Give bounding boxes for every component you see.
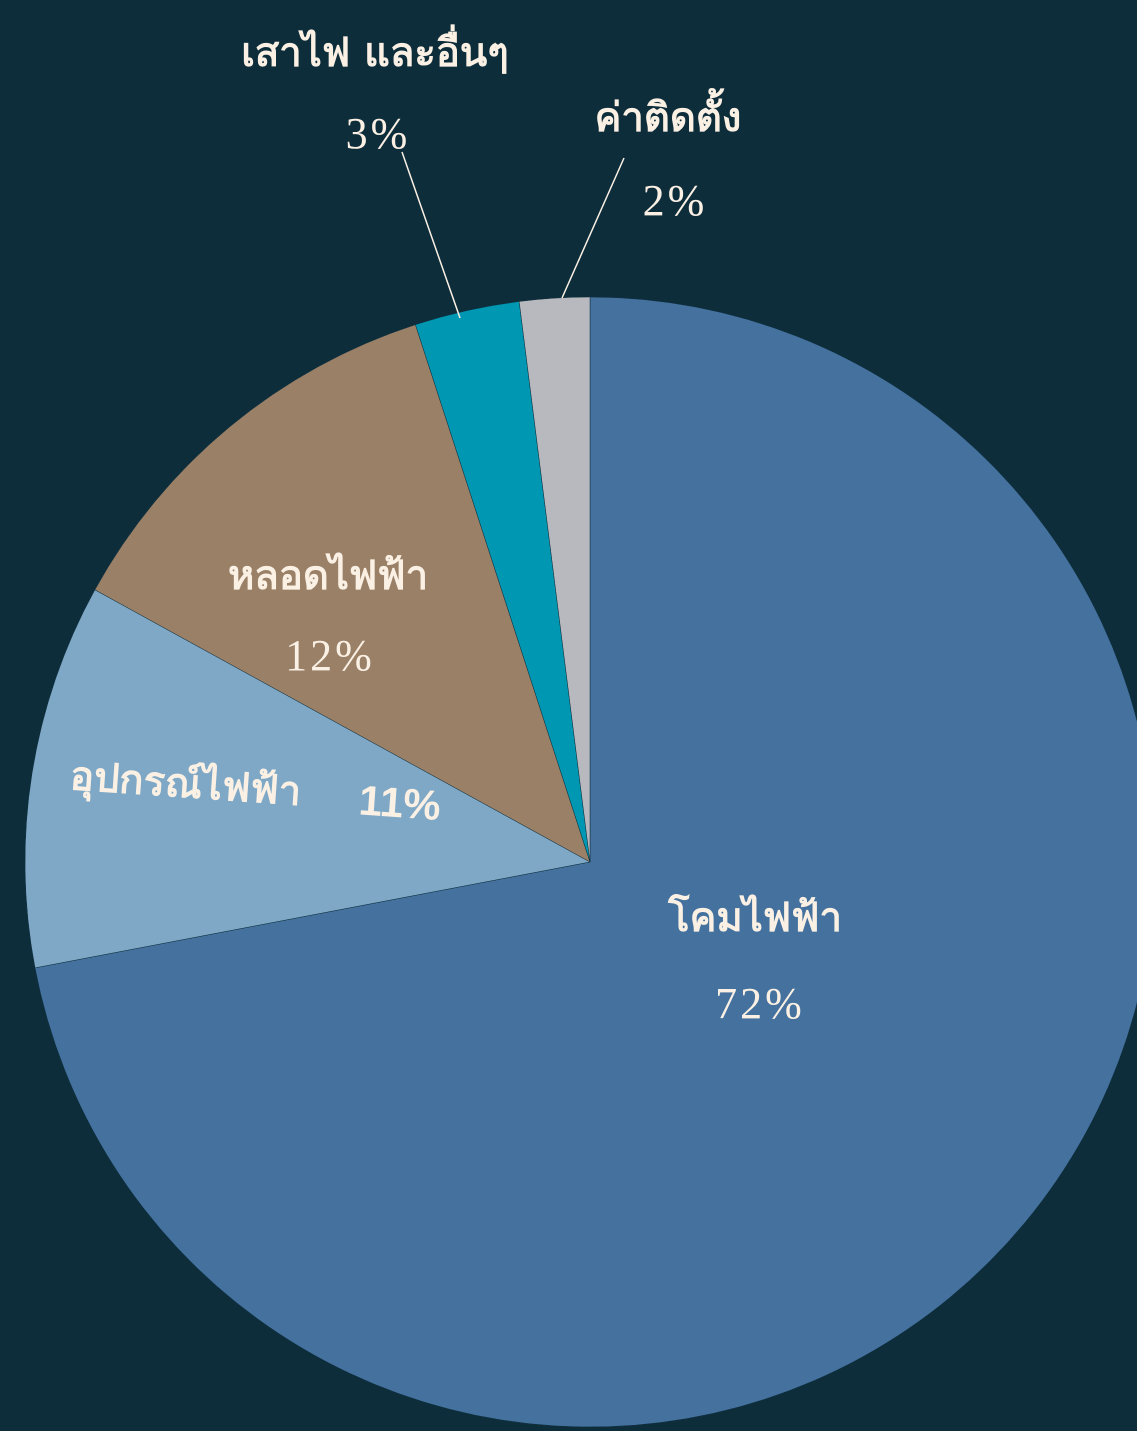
pie-slice — [94, 324, 591, 863]
pie-slice — [24, 589, 591, 969]
pie-slice — [34, 296, 1137, 1428]
category-label: โคมไฟฟ้า — [667, 894, 842, 941]
value-label: 11% — [357, 776, 442, 829]
leader-line — [401, 151, 461, 319]
leader-line — [561, 157, 625, 299]
pie-slice — [518, 296, 591, 863]
category-label: เสาไฟ และอื่นๆ — [241, 24, 509, 76]
category-label: หลอดไฟฟ้า — [228, 552, 428, 599]
value-label: 72% — [715, 979, 805, 1028]
value-label: 2% — [643, 176, 708, 225]
category-label: ค่าติดตั้ง — [595, 88, 742, 141]
value-label: 12% — [285, 631, 375, 680]
value-label: 3% — [346, 109, 411, 158]
